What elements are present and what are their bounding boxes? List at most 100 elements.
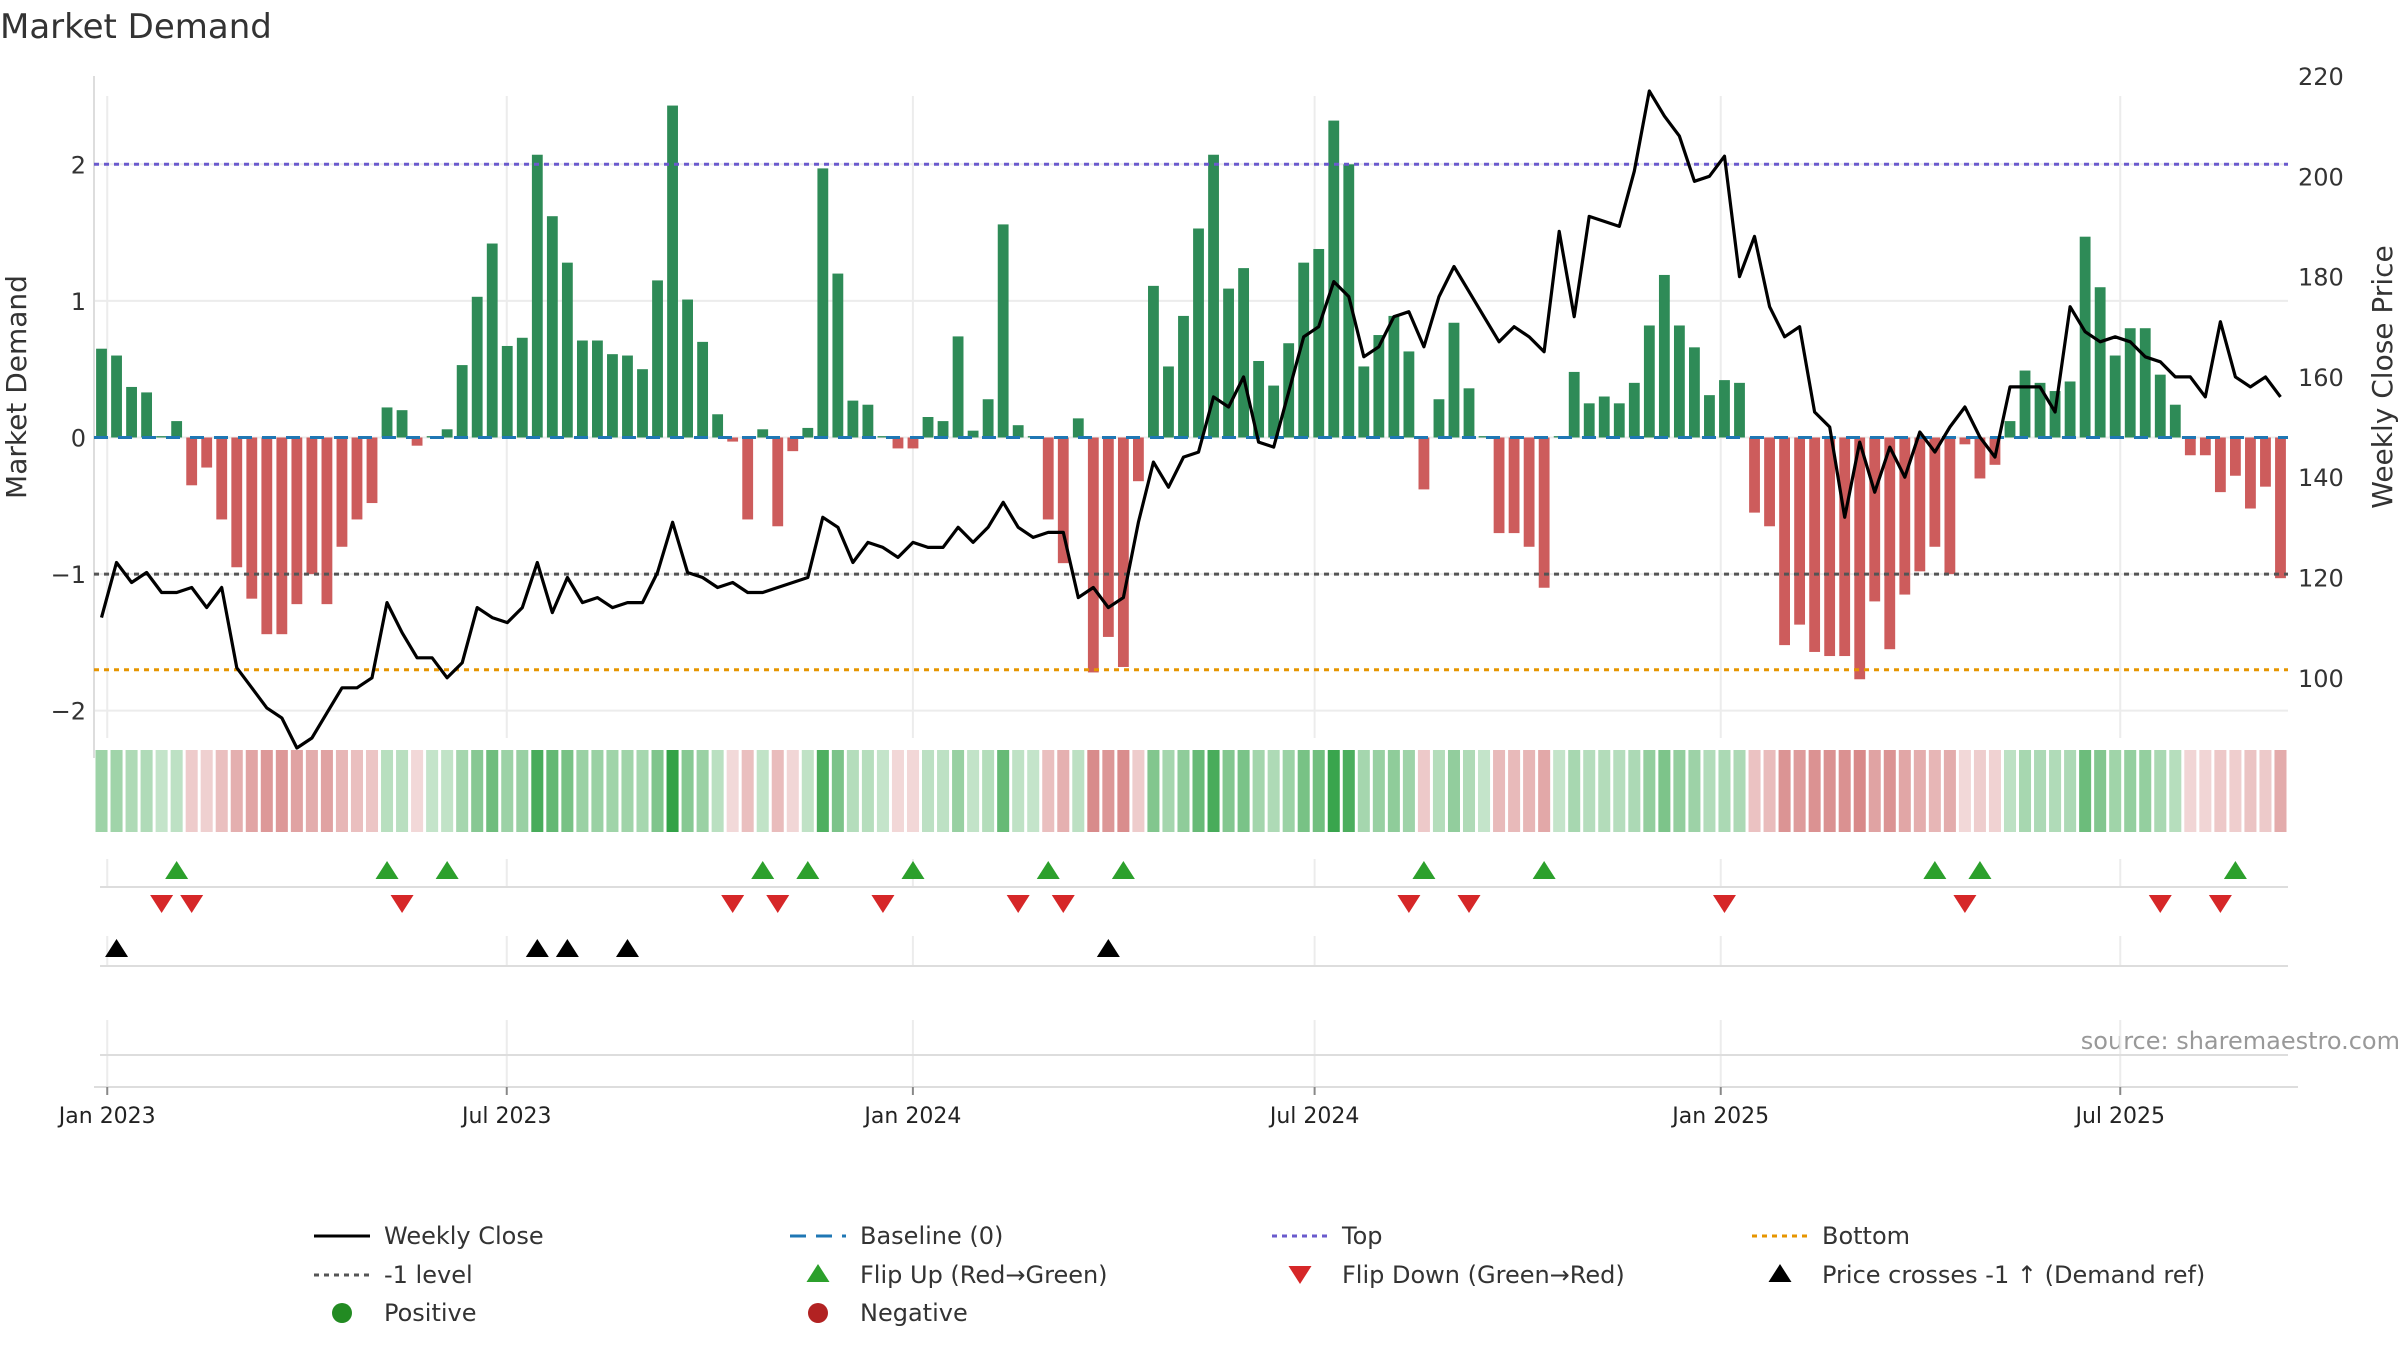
demand-bar <box>1253 360 1265 438</box>
chart-title: Market Demand <box>0 7 272 47</box>
demand-bar <box>877 436 889 438</box>
flip-up-marker <box>1968 861 1992 879</box>
demand-bar <box>1313 248 1325 438</box>
demand-bar <box>772 437 784 527</box>
heatmap-cell <box>1868 750 1881 832</box>
flip-down-marker <box>1397 895 1421 913</box>
legend-label: Baseline (0) <box>860 1222 1003 1250</box>
heatmap-cell <box>1883 750 1896 832</box>
demand-bar <box>441 429 453 438</box>
demand-bar <box>592 340 603 438</box>
demand-bar <box>366 437 378 504</box>
demand-bar <box>2064 381 2076 438</box>
demand-bar <box>1193 228 1204 438</box>
legend-label: Bottom <box>1822 1222 1910 1250</box>
flip-up-marker <box>796 861 820 879</box>
heatmap-cell <box>516 750 529 832</box>
heatmap-cell <box>1583 750 1596 832</box>
heatmap-cell <box>471 750 484 832</box>
heatmap-cell <box>771 750 784 832</box>
heatmap-cell <box>1402 750 1415 832</box>
demand-bar <box>637 369 648 438</box>
demand-bar <box>1613 403 1625 438</box>
demand-bar <box>937 421 949 438</box>
demand-bar <box>697 341 709 438</box>
heatmap-cell <box>1132 750 1145 832</box>
legend: Weekly Close Baseline (0) Top Bottom -1 leve… <box>314 1222 2205 1327</box>
demand-bar <box>531 154 543 438</box>
heatmap-cell <box>906 750 920 832</box>
demand-bar <box>1673 325 1685 438</box>
legend-swatch <box>808 1303 828 1323</box>
demand-bar <box>2079 236 2091 438</box>
demand-bar <box>1358 366 1370 438</box>
legend-label: Negative <box>860 1299 968 1327</box>
demand-bar <box>111 355 122 438</box>
heatmap-cell <box>1432 750 1445 832</box>
demand-bar <box>652 280 663 438</box>
y2-tick-label: 160 <box>2298 364 2344 392</box>
demand-bar <box>2019 370 2031 438</box>
demand-bar <box>2275 437 2286 579</box>
heatmap-cell <box>2154 750 2167 832</box>
demand-bar <box>1238 268 1250 438</box>
demand-bar <box>757 429 769 438</box>
heatmap-cell <box>1417 750 1430 832</box>
demand-bar <box>126 386 137 438</box>
x-tick-label: Jul 2024 <box>1268 1104 1360 1129</box>
demand-bar <box>1493 437 1505 534</box>
heatmap-cell <box>2034 750 2047 832</box>
heatmap-cell <box>185 750 198 832</box>
demand-bar <box>1373 335 1385 438</box>
x-ticks: Jan 2023 Jul 2023 Jan 2024 Jul 2024 Jan 2025… <box>57 1087 2165 1129</box>
heatmap-cell <box>365 750 379 832</box>
demand-bar <box>1523 437 1535 547</box>
demand-bar <box>1719 380 1730 438</box>
heatmap-cell <box>1252 750 1265 832</box>
heatmap-cell <box>95 750 108 832</box>
demand-bar <box>516 337 528 438</box>
demand-bar <box>1884 437 1896 650</box>
y-tick-label: −2 <box>51 698 86 726</box>
heatmap-cell <box>816 750 829 832</box>
heatmap-cell <box>1207 750 1220 832</box>
demand-bar <box>156 436 168 438</box>
heatmap-cell <box>2019 750 2032 832</box>
demand-bar <box>1914 437 1926 572</box>
heatmap-cell <box>350 750 363 832</box>
legend-item: Top <box>1272 1222 1383 1250</box>
demand-bar <box>1223 288 1234 438</box>
heatmap-cell <box>125 750 138 832</box>
y-tick-label: 2 <box>71 151 86 179</box>
heatmap-cell <box>1913 750 1926 832</box>
heatmap-cell <box>681 750 694 832</box>
demand-bar <box>622 355 633 438</box>
heatmap-cell <box>801 750 814 832</box>
flip-up-marker <box>375 861 399 879</box>
demand-bar <box>1959 437 1971 445</box>
demand-bar <box>2094 287 2106 438</box>
heatmap-cell <box>756 750 769 832</box>
demand-bar <box>1163 366 1174 438</box>
demand-bar <box>1974 437 1986 479</box>
flip-up-marker <box>2223 861 2247 879</box>
demand-bar <box>1072 418 1084 438</box>
demand-bar <box>712 414 724 438</box>
heatmap-cell <box>381 750 394 832</box>
demand-heatmap <box>95 750 2287 832</box>
heatmap-cell <box>1568 750 1581 832</box>
demand-bar <box>396 410 408 438</box>
demand-bar <box>96 348 107 438</box>
heatmap-cell <box>2244 750 2257 832</box>
demand-bar <box>787 437 799 452</box>
heatmap-cell <box>1087 750 1100 832</box>
price-cross-marker <box>105 939 129 957</box>
demand-bar <box>1899 437 1911 595</box>
demand-bar <box>982 399 994 438</box>
heatmap-cell <box>2124 750 2137 832</box>
heatmap-cell <box>1808 750 1821 832</box>
flip-up-marker <box>435 861 459 879</box>
heatmap-cell <box>305 750 318 832</box>
y-tick-label: −1 <box>51 561 86 589</box>
